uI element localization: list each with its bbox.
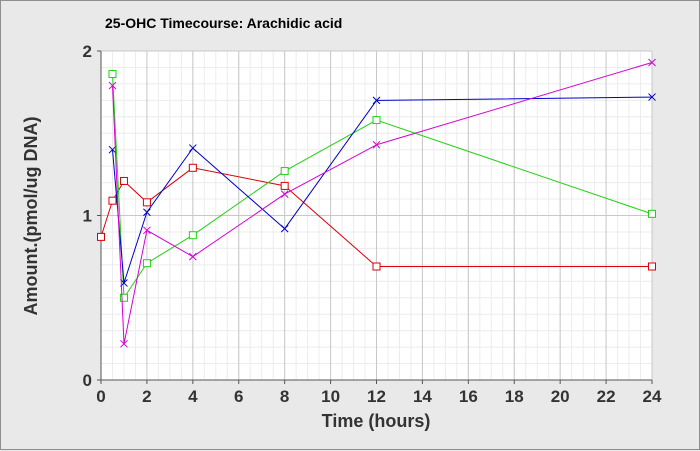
data-point	[372, 140, 381, 149]
x-tick-label: 18	[505, 387, 524, 406]
x-tick-label: 14	[413, 387, 432, 406]
x-tick-label: 8	[280, 387, 289, 406]
x-tick-label: 22	[597, 387, 616, 406]
x-tick-label: 24	[643, 387, 662, 406]
series-4	[108, 58, 656, 348]
data-point	[143, 208, 151, 217]
x-tick-label: 2	[142, 387, 151, 406]
data-point	[142, 259, 151, 268]
data-point	[108, 70, 117, 79]
y-tick-label: 0	[83, 371, 92, 390]
data-point	[280, 190, 289, 198]
x-tick-label: 0	[96, 387, 105, 406]
x-tick-label: 4	[188, 387, 198, 406]
data-point	[648, 93, 656, 101]
major-grid	[100, 50, 653, 381]
data-point	[648, 262, 656, 271]
data-point	[280, 167, 289, 176]
data-point	[143, 226, 151, 235]
x-tick-label: 16	[459, 387, 478, 406]
data-point	[188, 231, 197, 240]
chart-title: 25-OHC Timecourse: Arachidic acid	[105, 15, 342, 31]
data-point	[280, 181, 289, 190]
y-tick-label: 2	[83, 42, 92, 61]
data-point	[188, 252, 197, 261]
data-point	[97, 232, 105, 241]
data-point	[108, 196, 117, 205]
y-tick-labels: 0 1 2	[83, 42, 92, 390]
data-point	[372, 96, 381, 105]
series-2	[108, 70, 656, 302]
x-tick-label: 20	[551, 387, 570, 406]
data-point	[648, 58, 656, 67]
data-point	[108, 81, 117, 90]
series-group	[97, 58, 656, 348]
y-axis-label: Amount.(pmol/ug DNA)	[21, 117, 41, 316]
x-tick-labels: 0 2 4 6 8 10 12 14 16 18 20 22 24	[96, 387, 662, 406]
series-3	[108, 93, 656, 287]
x-tick-label: 10	[321, 387, 340, 406]
x-tick-label: 6	[234, 387, 243, 406]
data-point	[648, 209, 656, 218]
data-point	[119, 176, 128, 185]
data-point	[372, 116, 381, 125]
data-point	[120, 339, 128, 348]
y-tick-label: 1	[83, 207, 92, 226]
axes	[97, 50, 653, 384]
series-1	[97, 163, 656, 271]
data-point	[142, 198, 151, 207]
data-point	[188, 163, 197, 172]
data-point	[372, 262, 381, 271]
data-point	[188, 144, 197, 152]
data-point	[119, 293, 128, 302]
x-axis-label: Time (hours)	[322, 411, 431, 431]
x-tick-label: 12	[367, 387, 386, 406]
data-point	[280, 224, 289, 233]
